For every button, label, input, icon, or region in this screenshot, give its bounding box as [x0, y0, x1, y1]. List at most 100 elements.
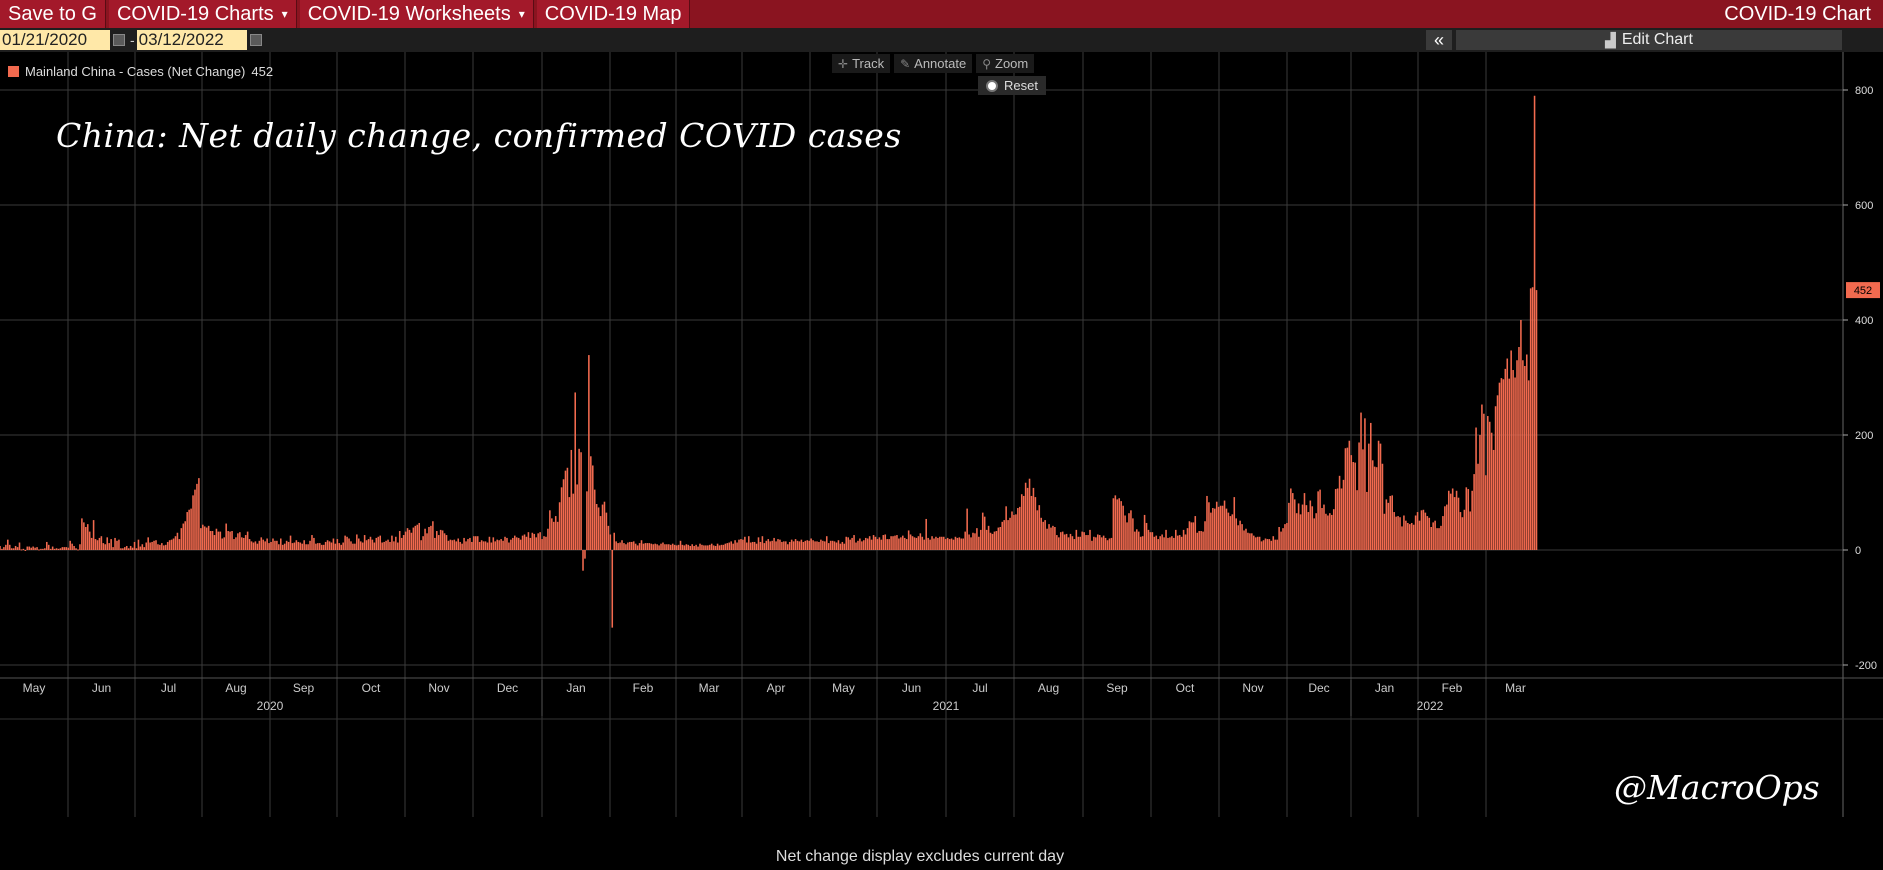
bar[interactable] — [765, 540, 768, 550]
bar[interactable] — [763, 543, 766, 550]
bar[interactable] — [818, 541, 820, 550]
bar[interactable] — [1360, 412, 1362, 550]
bar[interactable] — [389, 541, 391, 550]
bar[interactable] — [1403, 515, 1405, 551]
bar[interactable] — [402, 535, 405, 550]
bar[interactable] — [1408, 524, 1411, 550]
bar[interactable] — [262, 539, 265, 550]
bar[interactable] — [1024, 482, 1027, 550]
bar[interactable] — [449, 539, 452, 550]
bar[interactable] — [307, 544, 309, 550]
bar[interactable] — [59, 548, 62, 550]
bar[interactable] — [1465, 487, 1468, 550]
bar[interactable] — [656, 544, 658, 550]
bar[interactable] — [332, 538, 335, 551]
bar[interactable] — [459, 541, 461, 550]
bar[interactable] — [463, 537, 465, 550]
bar[interactable] — [131, 547, 134, 550]
bar[interactable] — [921, 536, 924, 550]
bar[interactable] — [1134, 531, 1136, 550]
bar[interactable] — [1424, 512, 1427, 550]
bar[interactable] — [1422, 509, 1425, 550]
bar[interactable] — [305, 544, 307, 550]
bar[interactable] — [588, 355, 590, 550]
bar[interactable] — [771, 540, 773, 550]
bar[interactable] — [303, 540, 305, 550]
bar[interactable] — [911, 536, 914, 550]
bar[interactable] — [408, 529, 411, 550]
bar[interactable] — [759, 541, 762, 550]
bar[interactable] — [36, 547, 38, 550]
bar[interactable] — [1155, 535, 1158, 550]
bar[interactable] — [691, 544, 693, 550]
bar[interactable] — [393, 541, 395, 550]
bar[interactable] — [1110, 537, 1113, 550]
save-to-button[interactable]: Save to G — [0, 0, 106, 28]
bar[interactable] — [291, 543, 294, 550]
bar[interactable] — [1196, 532, 1199, 550]
bar[interactable] — [116, 540, 118, 550]
bar[interactable] — [492, 537, 495, 550]
bar[interactable] — [1428, 517, 1431, 550]
bar[interactable] — [1032, 487, 1035, 550]
bar[interactable] — [1085, 535, 1087, 550]
bar[interactable] — [387, 539, 389, 550]
bar[interactable] — [890, 536, 892, 550]
bar[interactable] — [1190, 522, 1193, 550]
bar[interactable] — [673, 544, 676, 550]
bar[interactable] — [652, 544, 654, 550]
bar[interactable] — [252, 542, 255, 550]
bar[interactable] — [90, 537, 93, 550]
bar[interactable] — [537, 533, 539, 550]
bar[interactable] — [369, 536, 372, 550]
bar[interactable] — [1118, 498, 1121, 550]
bar[interactable] — [820, 539, 822, 550]
bar[interactable] — [802, 541, 805, 550]
bar[interactable] — [313, 537, 315, 550]
bar[interactable] — [1219, 505, 1222, 550]
bar[interactable] — [1173, 537, 1175, 550]
bar[interactable] — [876, 539, 879, 550]
bar[interactable] — [595, 504, 598, 550]
bar[interactable] — [414, 525, 417, 550]
bar[interactable] — [1430, 527, 1432, 550]
bar[interactable] — [794, 539, 797, 550]
bar[interactable] — [521, 535, 524, 550]
bar[interactable] — [1286, 522, 1288, 550]
bar[interactable] — [168, 540, 171, 550]
bar[interactable] — [576, 484, 578, 550]
bar[interactable] — [278, 544, 280, 550]
bar[interactable] — [225, 523, 227, 550]
bar[interactable] — [1317, 491, 1319, 550]
bar[interactable] — [309, 540, 311, 550]
bar[interactable] — [453, 539, 456, 550]
bar[interactable] — [437, 535, 440, 550]
bar[interactable] — [710, 543, 713, 550]
bar[interactable] — [270, 541, 272, 550]
bar[interactable] — [1169, 537, 1171, 550]
bar[interactable] — [455, 541, 458, 550]
bar[interactable] — [170, 539, 173, 550]
bar[interactable] — [753, 541, 756, 550]
bar[interactable] — [1052, 525, 1054, 550]
bar[interactable] — [1231, 514, 1234, 550]
bar[interactable] — [354, 543, 356, 550]
bar[interactable] — [954, 536, 957, 550]
bar[interactable] — [231, 531, 233, 550]
bar[interactable] — [172, 538, 175, 551]
bar[interactable] — [669, 544, 672, 550]
bar[interactable] — [118, 539, 120, 550]
bar[interactable] — [839, 543, 842, 550]
bar[interactable] — [1210, 512, 1212, 550]
bar[interactable] — [1106, 540, 1109, 550]
bar[interactable] — [457, 538, 460, 551]
bar[interactable] — [1151, 532, 1154, 550]
bar[interactable] — [227, 531, 229, 550]
bar[interactable] — [287, 541, 290, 550]
bar[interactable] — [923, 539, 926, 550]
bar[interactable] — [983, 516, 986, 550]
bar[interactable] — [129, 545, 132, 550]
bar[interactable] — [371, 539, 374, 550]
bar[interactable] — [221, 538, 224, 551]
bar[interactable] — [1180, 536, 1183, 550]
